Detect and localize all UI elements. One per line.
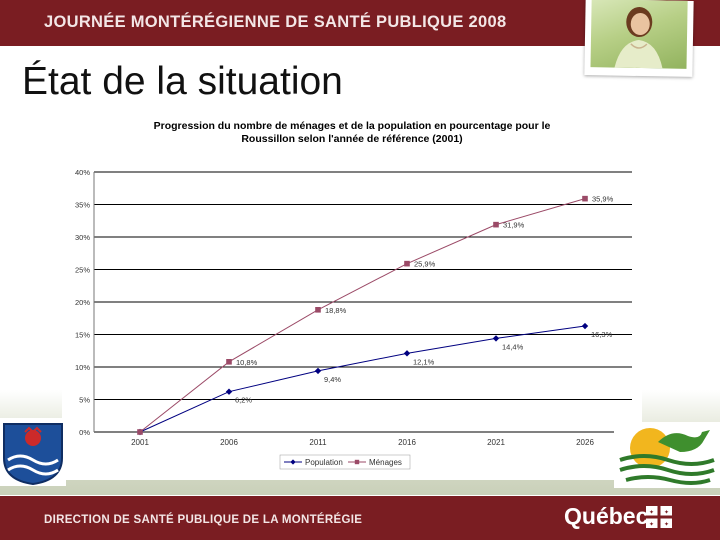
- y-tick-label: 10%: [75, 363, 90, 372]
- legend-label: Population: [305, 458, 343, 467]
- slide-title: État de la situation: [22, 60, 343, 103]
- data-point-ménages: [493, 221, 499, 228]
- chart-legend: Population Ménages: [279, 454, 411, 470]
- legend-marker-ménages: [354, 459, 360, 465]
- y-tick-label: 20%: [75, 298, 90, 307]
- chart-gridlines: [93, 171, 632, 433]
- roussillon-emblem-icon: [0, 418, 66, 486]
- legend-label: Ménages: [369, 458, 402, 467]
- woman-illustration: [614, 7, 663, 69]
- sun-and-waves-logo-icon: [614, 422, 720, 488]
- regional-logo-left: [0, 418, 66, 486]
- chart-title-line-1: Progression du nombre de ménages et de l…: [154, 120, 551, 132]
- smiling-woman-photo: [590, 0, 688, 69]
- series-line-ménages: [139, 198, 586, 433]
- y-tick-label: 40%: [75, 168, 90, 177]
- x-tick-label: 2011: [309, 438, 327, 447]
- x-tick-label: 2016: [398, 438, 416, 447]
- header-photo: [584, 0, 694, 77]
- data-point-population: [314, 367, 322, 375]
- data-label: 16,3%: [591, 330, 613, 339]
- series-markers: [136, 195, 589, 436]
- quebec-flag-icon: ✦ ✦ ✦ ✦: [646, 506, 672, 528]
- x-tick-label: 2021: [487, 438, 505, 447]
- y-tick-label: 0%: [79, 428, 90, 437]
- data-point-ménages: [315, 307, 321, 313]
- x-tick-label: 2006: [220, 438, 238, 447]
- data-label: 25,9%: [414, 260, 436, 269]
- data-point-ménages: [582, 195, 588, 202]
- data-point-population: [225, 388, 233, 395]
- data-point-ménages: [137, 429, 143, 435]
- y-tick-label: 30%: [75, 233, 90, 242]
- data-label: 18,8%: [325, 306, 347, 315]
- svg-text:✦: ✦: [649, 509, 654, 516]
- data-labels: 6,2% 9,4% 12,1% 14,4% 16,3% 10,8% 18,8% 25,9% 31…: [235, 195, 614, 405]
- data-point-population: [492, 335, 500, 342]
- y-tick-label: 35%: [75, 201, 90, 210]
- y-tick-label: 5%: [79, 396, 90, 405]
- data-point-ménages: [404, 260, 410, 267]
- chart-title-line-2: Roussillon selon l'année de référence (2…: [241, 133, 462, 145]
- legend-box: [279, 454, 411, 470]
- y-axis-ticks: 0% 5% 10% 15% 20% 25% 30% 35% 40%: [75, 168, 90, 437]
- data-point-population: [403, 350, 411, 357]
- data-point-population: [581, 322, 589, 330]
- data-label: 10,8%: [236, 358, 258, 367]
- series-lines: [139, 198, 586, 433]
- y-tick-label: 15%: [75, 331, 90, 340]
- data-label: 31,9%: [503, 221, 525, 230]
- line-chart: Progression du nombre de ménages et de l…: [75, 120, 632, 470]
- data-label: 12,1%: [413, 357, 435, 366]
- chart-panel: Progression du nombre de ménages et de l…: [62, 110, 642, 480]
- svg-text:✦: ✦: [664, 521, 669, 528]
- svg-text:✦: ✦: [664, 509, 669, 516]
- y-tick-label: 25%: [75, 266, 90, 275]
- quebec-wordmark: Québec: [564, 503, 649, 529]
- legend-marker-population: [290, 459, 296, 465]
- data-label: 9,4%: [324, 375, 341, 384]
- regional-logo-right: [614, 422, 720, 488]
- bottom-banner: DIRECTION DE SANTÉ PUBLIQUE DE LA MONTÉR…: [0, 496, 720, 540]
- data-label: 14,4%: [502, 342, 524, 351]
- svg-text:✦: ✦: [649, 521, 654, 528]
- data-point-ménages: [226, 359, 232, 365]
- series-line-population: [139, 325, 586, 433]
- department-name: DIRECTION DE SANTÉ PUBLIQUE DE LA MONTÉR…: [44, 514, 363, 526]
- banner-title: JOURNÉE MONTÉRÉGIENNE DE SANTÉ PUBLIQUE …: [44, 13, 507, 31]
- data-label: 6,2%: [235, 396, 252, 405]
- x-tick-label: 2001: [131, 438, 149, 447]
- data-label: 35,9%: [592, 195, 614, 204]
- x-axis-ticks: 2001 2006 2011 2016 2021 2026: [131, 438, 594, 447]
- x-tick-label: 2026: [576, 438, 594, 447]
